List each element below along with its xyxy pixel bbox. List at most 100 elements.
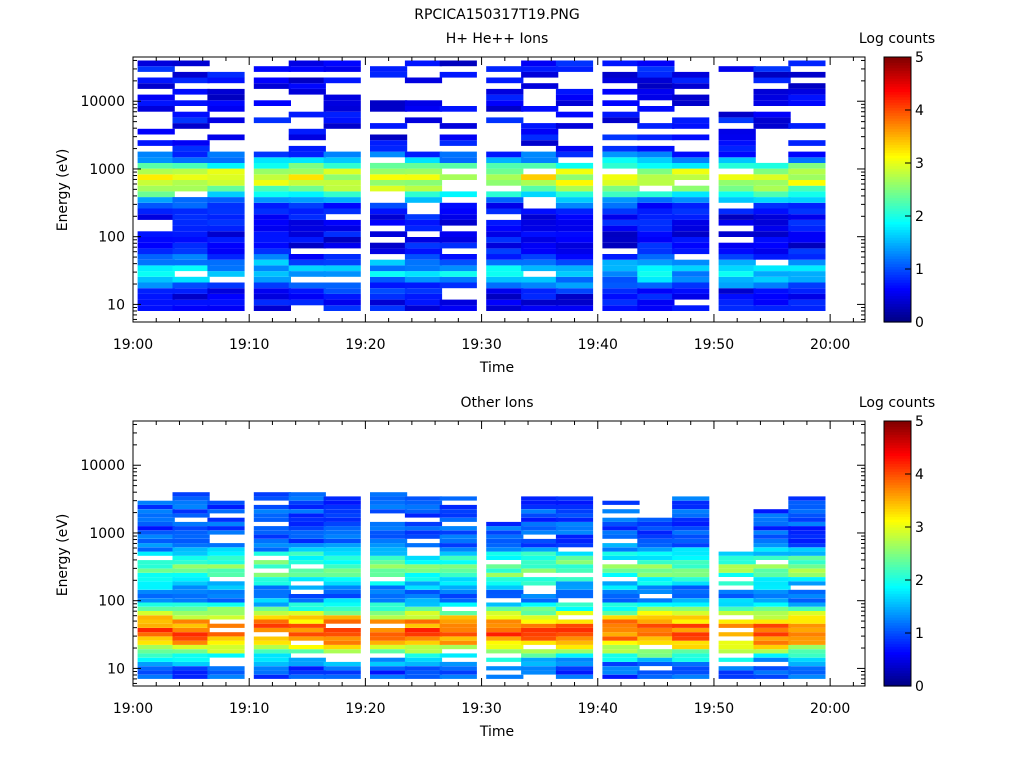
heatmap-cell [788, 242, 826, 249]
colorbar-segment [884, 678, 911, 682]
heatmap-cell [486, 100, 524, 106]
heatmap-cell [439, 71, 477, 78]
heatmap-cell [137, 598, 175, 603]
heatmap-cell [288, 271, 326, 277]
heatmap-cell [555, 594, 594, 599]
heatmap-cell [439, 305, 477, 311]
heatmap-cell [672, 208, 710, 215]
colorbar-segment [884, 428, 911, 433]
heatmap-cell [323, 259, 361, 266]
heatmap-cell [486, 623, 524, 628]
heatmap-cell [253, 282, 291, 289]
heatmap-cell [637, 661, 675, 667]
heatmap-cell [253, 185, 291, 192]
colorbar-segment [884, 442, 911, 446]
heatmap-cell [672, 674, 710, 679]
colorbar-segment [884, 508, 911, 512]
heatmap-cell [207, 157, 245, 163]
heatmap-cell [602, 568, 640, 573]
heatmap-cell [602, 572, 640, 577]
heatmap-cell [637, 674, 675, 679]
heatmap-cell [288, 66, 326, 72]
heatmap-cell [486, 611, 524, 616]
heatmap-cell [788, 88, 826, 95]
colorbar-tick-label: 5 [915, 414, 924, 430]
heatmap-cell [637, 248, 675, 255]
heatmap-cell [788, 197, 826, 203]
heatmap-cell [172, 653, 210, 658]
heatmap-cell [602, 534, 640, 539]
heatmap-cell [288, 598, 326, 603]
colorbar-segment [884, 231, 911, 236]
heatmap-cell [788, 219, 826, 226]
heatmap-cell [172, 265, 210, 272]
heatmap-cell [486, 288, 524, 294]
heatmap-cell [137, 521, 175, 527]
heatmap-cell [555, 555, 594, 560]
heatmap-cell [753, 288, 791, 294]
heatmap-cell [555, 496, 594, 501]
heatmap-cell [555, 305, 594, 311]
colorbar-label: Log counts [859, 31, 935, 47]
heatmap-cell [555, 214, 594, 220]
heatmap-cell [404, 214, 443, 220]
heatmap-cell [172, 538, 210, 544]
y-tick-label: 100 [98, 230, 125, 246]
colorbar-segment [884, 300, 911, 305]
heatmap-cell [555, 66, 594, 72]
colorbar-segment [884, 595, 911, 600]
heatmap-cell [521, 568, 559, 573]
heatmap-cell [672, 666, 710, 671]
heatmap-cell [486, 117, 524, 124]
heatmap-cell [521, 231, 559, 237]
heatmap-cell [288, 632, 326, 637]
colorbar-segment [884, 561, 911, 565]
heatmap-cell [323, 305, 361, 311]
heatmap-cell [486, 276, 524, 283]
colorbar-segment [884, 279, 911, 283]
heatmap-cell [207, 197, 245, 203]
heatmap-cell [404, 513, 443, 518]
heatmap-cell [753, 551, 791, 556]
heatmap-cell [753, 237, 791, 243]
heatmap-cell [521, 123, 559, 129]
heatmap-cell [253, 100, 291, 106]
heatmap-cell [137, 60, 175, 67]
colorbar-segment [884, 253, 911, 257]
heatmap-cell [521, 555, 559, 560]
heatmap-cell [253, 572, 291, 577]
heatmap-cell [172, 219, 210, 226]
heatmap-cell [288, 543, 326, 548]
heatmap-cell [788, 628, 826, 633]
heatmap-cell [637, 657, 675, 662]
heatmap-cell [753, 670, 791, 675]
heatmap-cell [207, 564, 245, 569]
heatmap-cell [753, 100, 791, 106]
heatmap-cell [602, 202, 640, 209]
heatmap-cell [788, 265, 826, 272]
heatmap-cell [672, 197, 710, 203]
heatmap-cell [602, 615, 640, 620]
heatmap-cell [555, 577, 594, 582]
heatmap-cell [323, 509, 361, 514]
heatmap-cell [637, 242, 675, 249]
heatmap-cell [672, 594, 710, 599]
heatmap-cell [602, 543, 640, 548]
heatmap-cell [672, 191, 710, 198]
heatmap-cell [602, 555, 640, 560]
heatmap-cell [439, 577, 477, 582]
heatmap-cell [788, 645, 826, 650]
heatmap-cell [788, 162, 826, 169]
heatmap-cell [207, 568, 245, 573]
heatmap-cell [172, 611, 210, 616]
colorbar-segment [884, 229, 911, 233]
heatmap-cell [370, 151, 408, 158]
heatmap-cell [137, 530, 175, 535]
heatmap-cell [137, 106, 175, 112]
heatmap-cell [521, 653, 559, 658]
heatmap-cell [323, 185, 361, 192]
colorbar-segment [884, 447, 911, 451]
heatmap-cell [555, 606, 594, 611]
heatmap-cell [788, 271, 826, 277]
heatmap-cell [207, 555, 245, 560]
